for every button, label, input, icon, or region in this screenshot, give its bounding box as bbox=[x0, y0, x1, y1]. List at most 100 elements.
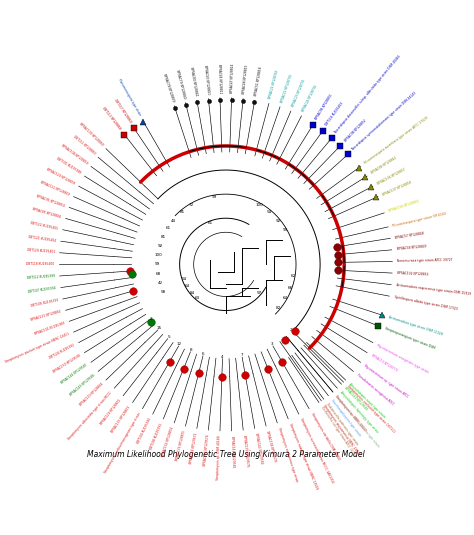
Text: BPSAC134 KP129572: BPSAC134 KP129572 bbox=[189, 433, 198, 464]
Text: 7: 7 bbox=[240, 353, 243, 357]
Text: BPSAC43 KP128810: BPSAC43 KP128810 bbox=[203, 64, 210, 94]
Text: 64: 64 bbox=[185, 285, 190, 288]
Text: 58: 58 bbox=[161, 290, 166, 294]
Text: Pseudonocardia carboxydivorans type strain: Pseudonocardia carboxydivorans type stra… bbox=[335, 394, 380, 448]
Text: BPSAC106 KP128860: BPSAC106 KP128860 bbox=[388, 200, 419, 213]
Text: 54: 54 bbox=[182, 278, 187, 281]
Text: Streptomyces sp. NBRC 13027: Streptomyces sp. NBRC 13027 bbox=[335, 394, 367, 432]
Text: BPSAC109 KP128860: BPSAC109 KP128860 bbox=[78, 122, 104, 147]
Text: BPSAC132 KP128874: BPSAC132 KP128874 bbox=[161, 427, 175, 458]
Text: 44: 44 bbox=[171, 218, 176, 223]
Text: Saccharopolyspora type strain: Saccharopolyspora type strain bbox=[330, 398, 361, 437]
Text: DBT118 KU195400: DBT118 KU195400 bbox=[26, 262, 55, 266]
Text: DBT104 KU195390: DBT104 KU195390 bbox=[137, 417, 153, 445]
Text: Spirillospora albida type strain DSM 17325: Spirillospora albida type strain DSM 173… bbox=[393, 295, 458, 311]
Text: BPSAC106 KP128857: BPSAC106 KP128857 bbox=[376, 167, 406, 186]
Text: 92: 92 bbox=[157, 243, 163, 248]
Text: BPSAC98 KP128852: BPSAC98 KP128852 bbox=[343, 118, 367, 142]
Text: BPSAC141 KP129581: BPSAC141 KP129581 bbox=[230, 435, 235, 467]
Text: 99: 99 bbox=[155, 262, 160, 266]
Text: BPSAC101 KU195389: BPSAC101 KU195389 bbox=[34, 321, 65, 336]
Text: BPSAC47 KP128814: BPSAC47 KP128814 bbox=[230, 64, 235, 93]
Text: BPSAC96 KP128851: BPSAC96 KP128851 bbox=[315, 93, 334, 120]
Text: BPSAC57 KP128848: BPSAC57 KP128848 bbox=[395, 231, 425, 240]
Text: 82: 82 bbox=[275, 306, 281, 310]
Text: DBT117 KP128869: DBT117 KP128869 bbox=[113, 98, 132, 124]
Text: BPSAC44 KP128811: BPSAC44 KP128811 bbox=[217, 64, 222, 93]
Text: 72: 72 bbox=[189, 203, 194, 207]
Text: DBT108 KU195391: DBT108 KU195391 bbox=[149, 423, 164, 450]
Text: Streptomyces xanthochromogenes type strain: Streptomyces xanthochromogenes type stra… bbox=[104, 412, 142, 474]
Text: BPSAC24 KP128792: BPSAC24 KP128792 bbox=[302, 85, 319, 112]
Text: BPSAC91 KP128850: BPSAC91 KP128850 bbox=[36, 194, 65, 208]
Text: 81: 81 bbox=[179, 210, 184, 214]
Text: 81: 81 bbox=[161, 235, 166, 239]
Text: DBT112 KU195399: DBT112 KU195399 bbox=[27, 274, 55, 280]
Text: BPSAC133 KP128875: BPSAC133 KP128875 bbox=[175, 430, 186, 462]
Text: DBT107 KU195394: DBT107 KU195394 bbox=[28, 286, 56, 294]
Text: BPSAC10 KP128779: BPSAC10 KP128779 bbox=[370, 354, 397, 372]
Text: 97: 97 bbox=[257, 291, 262, 295]
Text: Mycobacterium smegmatis type strain: Mycobacterium smegmatis type strain bbox=[376, 343, 429, 374]
Text: 2: 2 bbox=[150, 317, 153, 320]
Text: 3: 3 bbox=[271, 342, 273, 346]
Text: Tsukamurella pulmonis type strain: Tsukamurella pulmonis type strain bbox=[325, 402, 359, 446]
Text: Maximum Likelihood Phylogenetic Tree Using Kimura 2 Parameter Model: Maximum Likelihood Phylogenetic Tree Usi… bbox=[87, 450, 365, 459]
Text: Amycolatopsis ruanii type strain: Amycolatopsis ruanii type strain bbox=[348, 382, 385, 419]
Text: BPSAC138 KP129578: BPSAC138 KP129578 bbox=[265, 430, 277, 462]
Text: 68: 68 bbox=[155, 272, 161, 276]
Text: 5: 5 bbox=[168, 335, 170, 339]
Text: BPSAC22 KP128790: BPSAC22 KP128790 bbox=[280, 74, 293, 103]
Text: DBT113 KP128868: DBT113 KP128868 bbox=[101, 106, 122, 131]
Text: Streptomyces narbonensis type strain: Streptomyces narbonensis type strain bbox=[277, 427, 298, 483]
Text: 61: 61 bbox=[208, 221, 213, 225]
Text: BPSAC84 KP128842: BPSAC84 KP128842 bbox=[370, 156, 397, 175]
Text: 15: 15 bbox=[157, 326, 162, 331]
Text: 4: 4 bbox=[221, 355, 224, 358]
Text: DBT120 KU195401: DBT120 KU195401 bbox=[27, 248, 55, 255]
Text: BPSAC150 KP129590: BPSAC150 KP129590 bbox=[52, 354, 82, 374]
Text: Pseudomonas aeruginosa ATCC: Pseudomonas aeruginosa ATCC bbox=[356, 373, 394, 406]
Text: BPSAC107 KP128858: BPSAC107 KP128858 bbox=[382, 180, 412, 196]
Text: 8: 8 bbox=[190, 348, 192, 352]
Text: 2: 2 bbox=[290, 327, 292, 332]
Text: BPSAC115 KP128862: BPSAC115 KP128862 bbox=[30, 310, 62, 322]
Text: BPSAC80 KP128841: BPSAC80 KP128841 bbox=[189, 66, 198, 96]
Text: Planomonospora type strain: Planomonospora type strain bbox=[117, 79, 142, 117]
Text: 61: 61 bbox=[165, 226, 171, 230]
Text: 12: 12 bbox=[177, 342, 182, 346]
Text: Streptosporangium type strain DSM: Streptosporangium type strain DSM bbox=[384, 327, 435, 350]
Text: BPSAC110 KP128864: BPSAC110 KP128864 bbox=[78, 382, 104, 407]
Text: BPSAC48 KP128815: BPSAC48 KP128815 bbox=[242, 64, 249, 94]
Text: DBT121 KU195404: DBT121 KU195404 bbox=[28, 235, 56, 242]
Text: DBT101 KU195388: DBT101 KU195388 bbox=[55, 157, 82, 175]
Text: DBT124 KU195392: DBT124 KU195392 bbox=[49, 343, 75, 360]
Text: Streptomyces sp. DSM 40189: Streptomyces sp. DSM 40189 bbox=[216, 435, 222, 480]
Text: BPSAC79 KP128840: BPSAC79 KP128840 bbox=[175, 69, 186, 98]
Text: 100: 100 bbox=[155, 253, 162, 257]
Text: Amycolatopsis lopiensgyi type strain: Amycolatopsis lopiensgyi type strain bbox=[339, 391, 379, 434]
Text: 6: 6 bbox=[202, 352, 205, 356]
Text: 100: 100 bbox=[256, 203, 264, 207]
Text: 92: 92 bbox=[275, 218, 281, 223]
Text: BPSAC139 KP129576: BPSAC139 KP129576 bbox=[242, 434, 249, 467]
Text: Streptomyces nodosus type strain NBRC 13509: Streptomyces nodosus type strain NBRC 13… bbox=[288, 423, 319, 490]
Text: BPSAC21 KP128789: BPSAC21 KP128789 bbox=[268, 70, 280, 100]
Text: 99: 99 bbox=[282, 228, 288, 232]
Text: BPSAC51 KP128818: BPSAC51 KP128818 bbox=[254, 66, 263, 96]
Text: Streptomyces wuyuanensis NBRC 13027: Streptomyces wuyuanensis NBRC 13027 bbox=[322, 403, 361, 456]
Text: 64: 64 bbox=[283, 296, 287, 301]
Text: BPSAC58 KP128849: BPSAC58 KP128849 bbox=[396, 245, 426, 251]
Text: BPSAC119 KP128872: BPSAC119 KP128872 bbox=[100, 398, 122, 425]
Text: Nocardiopsis dassonvillei subsp. albirubida type strain DSM 40465: Nocardiopsis dassonvillei subsp. albirub… bbox=[335, 55, 402, 134]
Text: Streptomyces variabilis DSM 40260: Streptomyces variabilis DSM 40260 bbox=[310, 412, 340, 461]
Text: 66: 66 bbox=[287, 286, 292, 290]
Text: Actinomadura type strain DSM 11028: Actinomadura type strain DSM 11028 bbox=[388, 316, 443, 337]
Text: Microtetraspora type strain YM 6504: Microtetraspora type strain YM 6504 bbox=[392, 211, 447, 228]
Text: Micromonospora aurantiaca type strain ATCC 27029: Micromonospora aurantiaca type strain AT… bbox=[363, 116, 428, 165]
Text: BPSAC141 KP129583: BPSAC141 KP129583 bbox=[343, 386, 368, 412]
Text: Nocardiopsis synnemataformans type strain DSM 44143: Nocardiopsis synnemataformans type strai… bbox=[352, 91, 418, 151]
Text: 62: 62 bbox=[291, 274, 296, 278]
Text: DBT106 KU195393: DBT106 KU195393 bbox=[30, 298, 59, 308]
Text: Streptomyces coelicolor type strain OS7111: Streptomyces coelicolor type strain OS71… bbox=[346, 384, 395, 434]
